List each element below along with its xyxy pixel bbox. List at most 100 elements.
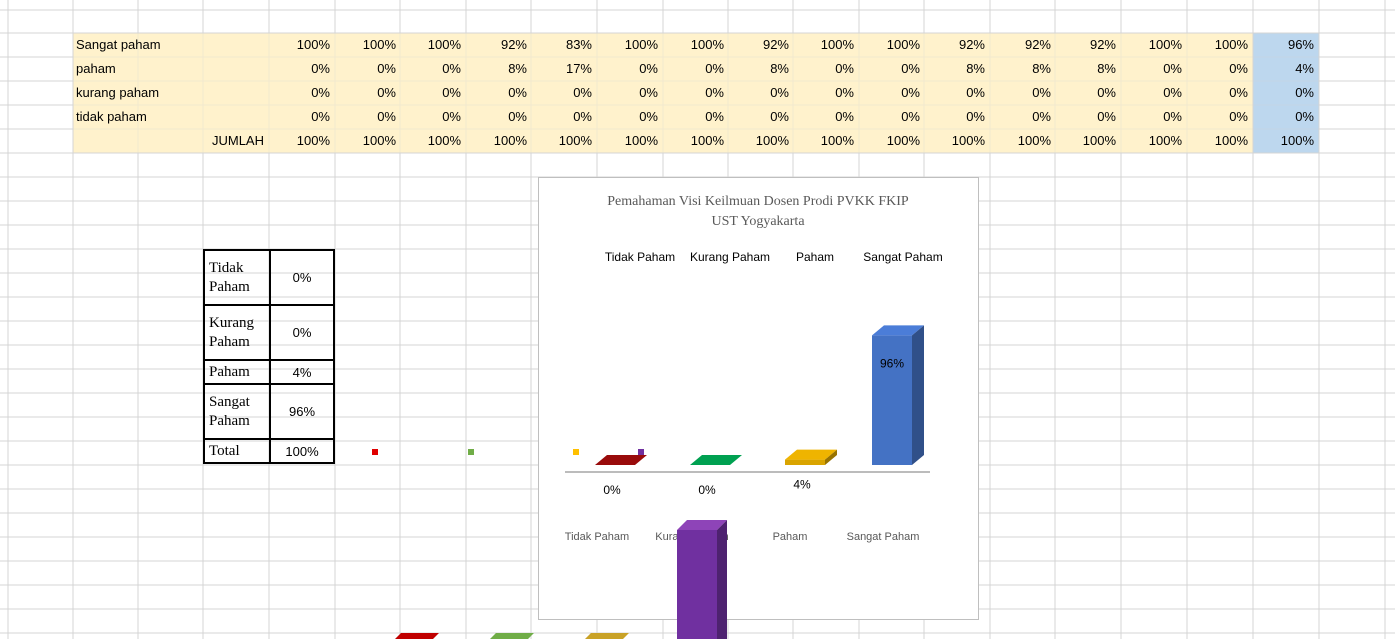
cell: 17% xyxy=(565,61,592,76)
cell: 0% xyxy=(442,109,461,124)
cell: 0% xyxy=(1097,85,1116,100)
cell: 0% xyxy=(1229,61,1248,76)
cell: 100% xyxy=(1214,37,1248,52)
cell: 8% xyxy=(1097,61,1116,76)
cell: 0% xyxy=(639,85,658,100)
artifact xyxy=(677,530,717,639)
data-label: 96% xyxy=(880,356,904,370)
cell: 100% xyxy=(296,133,330,148)
data-label: 0% xyxy=(603,483,621,497)
cell: 8% xyxy=(1032,61,1051,76)
cell: 0% xyxy=(705,61,724,76)
cell: 100% xyxy=(886,133,920,148)
cell: 92% xyxy=(1089,37,1116,52)
cell: 100% xyxy=(820,133,854,148)
cell: 0% xyxy=(508,85,527,100)
cell: 0% xyxy=(835,61,854,76)
data-label: 4% xyxy=(793,478,811,492)
cell: 100% xyxy=(427,133,461,148)
category-label: Sangat Paham xyxy=(847,531,920,543)
summary-value: 0% xyxy=(269,249,335,306)
row-label: Sangat paham xyxy=(76,37,161,52)
chart-title: Pemahaman Visi Keilmuan Dosen Prodi PVKK… xyxy=(607,194,909,229)
cell: 0% xyxy=(311,85,330,100)
cell: 0% xyxy=(573,85,592,100)
cell: 0% xyxy=(442,85,461,100)
legend-entry: Sangat Paham xyxy=(863,250,942,264)
cell: 100% xyxy=(624,37,658,52)
artifact xyxy=(638,449,644,455)
row-label: kurang paham xyxy=(76,85,160,100)
legend-entry: Paham xyxy=(796,250,834,264)
cell: 96% xyxy=(1287,37,1314,52)
cell: 0% xyxy=(508,109,527,124)
artifact xyxy=(585,633,629,639)
cell: 0% xyxy=(1032,85,1051,100)
title-line: UST Yogyakarta xyxy=(711,214,805,229)
cell: 0% xyxy=(1229,85,1248,100)
legend-entry: Kurang Paham xyxy=(690,250,770,264)
summary-value: 100% xyxy=(269,438,335,464)
bar-side xyxy=(912,325,924,465)
cell: 0% xyxy=(1032,109,1051,124)
bar-front xyxy=(872,335,912,465)
summary-label: Tidak Paham xyxy=(203,249,271,306)
summary-label: Sangat Paham xyxy=(203,383,271,440)
cell: 100% xyxy=(690,133,724,148)
bar xyxy=(872,325,924,465)
cell: 100% xyxy=(820,37,854,52)
data-label: 0% xyxy=(698,483,716,497)
cell: 0% xyxy=(966,109,985,124)
cell: 8% xyxy=(770,61,789,76)
cell: 0% xyxy=(1097,109,1116,124)
highlight-fill xyxy=(1253,33,1319,153)
artifact xyxy=(490,633,534,639)
cell: 100% xyxy=(886,37,920,52)
cell: 100% xyxy=(1214,133,1248,148)
cell: 100% xyxy=(493,133,527,148)
summary-value: 4% xyxy=(269,359,335,385)
cell: 92% xyxy=(500,37,527,52)
cell: 100% xyxy=(1148,37,1182,52)
summary-value: 96% xyxy=(269,383,335,440)
cell: 92% xyxy=(958,37,985,52)
cell: 100% xyxy=(1017,133,1051,148)
bar xyxy=(690,455,742,465)
row-label: tidak paham xyxy=(76,109,147,124)
cell: 0% xyxy=(1163,85,1182,100)
summary-value: 0% xyxy=(269,304,335,361)
cell: 100% xyxy=(1148,133,1182,148)
artifact xyxy=(468,449,474,455)
cell: 0% xyxy=(377,109,396,124)
cell: 100% xyxy=(296,37,330,52)
cell: 100% xyxy=(427,37,461,52)
cell: 0% xyxy=(1163,61,1182,76)
cell: 0% xyxy=(442,61,461,76)
summary-label: Paham xyxy=(203,359,271,385)
summary-label: Kurang Paham xyxy=(203,304,271,361)
cell: 0% xyxy=(901,109,920,124)
artifact xyxy=(677,520,727,530)
cell: 100% xyxy=(1280,133,1314,148)
bar-side xyxy=(825,449,837,465)
cell: 0% xyxy=(705,85,724,100)
cell: 0% xyxy=(1163,109,1182,124)
header-fill xyxy=(73,33,1253,153)
cell: 0% xyxy=(901,85,920,100)
bar-front xyxy=(785,459,825,465)
cell: 0% xyxy=(705,109,724,124)
cell: 0% xyxy=(573,109,592,124)
cell: 0% xyxy=(1295,109,1314,124)
category-label: Tidak Paham xyxy=(565,531,629,543)
cell: 8% xyxy=(966,61,985,76)
cell: 0% xyxy=(770,85,789,100)
bar xyxy=(785,449,837,465)
row-label: paham xyxy=(76,61,116,76)
artifact xyxy=(573,449,579,455)
cell: 0% xyxy=(639,61,658,76)
artifact xyxy=(717,520,727,639)
bar-top xyxy=(872,325,924,336)
cell: 92% xyxy=(762,37,789,52)
artifact xyxy=(395,633,439,639)
cell: 0% xyxy=(1295,85,1314,100)
